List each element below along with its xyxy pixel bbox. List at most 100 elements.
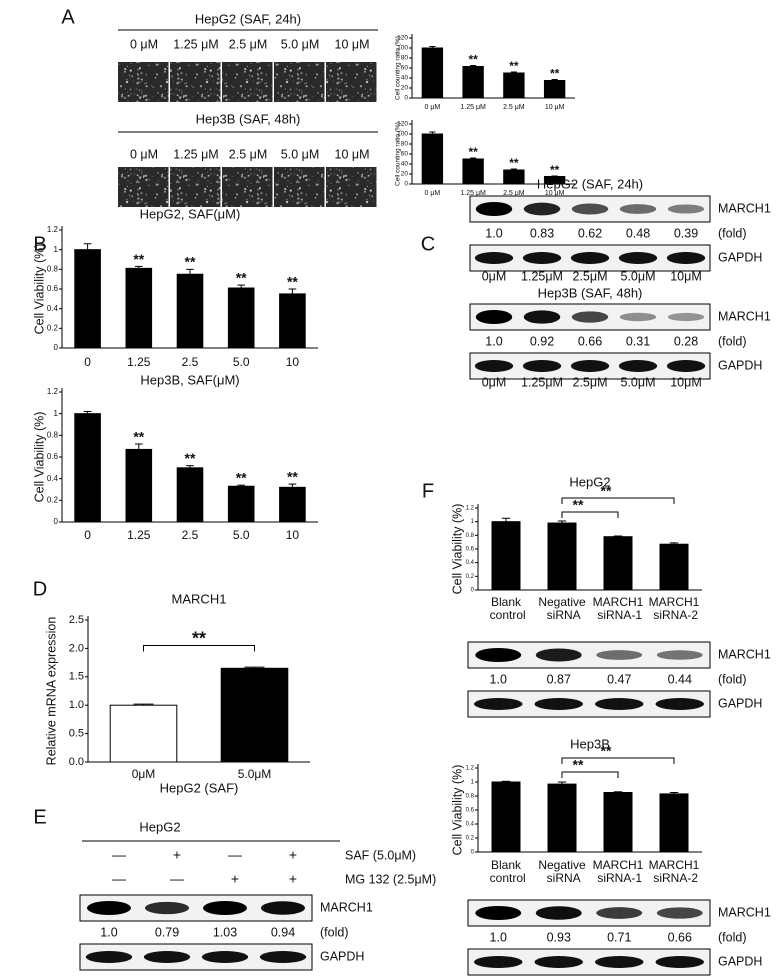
significance: ** — [133, 428, 144, 444]
lane-label: 2.5μM — [573, 375, 608, 389]
y-tick-label: 1.2 — [466, 766, 475, 772]
error-bar — [237, 484, 246, 487]
bar — [421, 133, 444, 185]
x-tick-label: 1.25 μM — [460, 190, 486, 197]
lane-label: 1.25μM — [521, 269, 563, 283]
micrograph — [326, 62, 377, 102]
band — [144, 901, 190, 915]
fold-value: 0.92 — [530, 334, 554, 348]
y-tick-label: 0.2 — [466, 574, 475, 580]
control-band — [474, 252, 514, 264]
band — [667, 312, 705, 322]
error-bar — [186, 465, 194, 468]
significance: ** — [185, 450, 196, 466]
bar — [503, 72, 525, 99]
chart-title: HepG2, SAF(μM) — [140, 206, 241, 221]
significance: ** — [287, 468, 298, 484]
significance: ** — [236, 470, 247, 486]
fold-value: 0.66 — [578, 334, 602, 348]
control-band — [666, 252, 706, 264]
label-line: control — [486, 608, 525, 622]
y-tick-label: 1 — [54, 409, 59, 418]
y-tick-label: 0 — [54, 343, 59, 352]
bar — [547, 783, 577, 853]
fold-label: (fold) — [718, 930, 746, 944]
error-bar — [557, 781, 567, 785]
chart-title: Hep3B — [570, 736, 610, 751]
fold-value: 1.0 — [100, 925, 117, 939]
treatment-sign: — — [228, 847, 242, 863]
y-tick-label: 1.0 — [69, 699, 84, 711]
y-tick-label: 0 — [404, 95, 408, 102]
lane-label: 5.0 μM — [281, 37, 319, 51]
bar — [109, 704, 178, 763]
bracket — [143, 645, 255, 652]
fold-value: 0.71 — [607, 930, 631, 944]
y-tick-label: 40 — [401, 161, 409, 168]
fold-label: (fold) — [320, 925, 348, 939]
blot-title: Hep3B (SAF, 48h) — [538, 285, 643, 300]
x-axis-label: HepG2 (SAF) — [160, 780, 239, 795]
significance: ** — [236, 269, 247, 285]
micrograph — [274, 62, 325, 102]
band — [619, 312, 657, 322]
y-tick-label: 1 — [54, 245, 59, 254]
error-bar — [613, 535, 623, 537]
y-tick-label: 1 — [471, 519, 475, 525]
band — [596, 650, 643, 660]
lane-label: 10μM — [670, 269, 702, 283]
bar — [74, 413, 101, 523]
significance: ** — [185, 254, 196, 270]
label-line: MARCH1 — [593, 858, 644, 872]
treatment-sign: + — [289, 871, 297, 887]
treatment-sign: + — [231, 871, 239, 887]
lane-label: 10 μM — [335, 37, 370, 51]
control-band — [201, 951, 249, 963]
band — [260, 901, 306, 915]
x-tick-label: 0μM — [132, 767, 156, 781]
x-tick-label: 10 — [286, 355, 300, 369]
label-line: Negative — [538, 595, 586, 609]
y-tick-label: 1.5 — [69, 671, 84, 683]
significance: ** — [287, 273, 298, 289]
label-line: Blank — [491, 858, 522, 872]
bar — [421, 47, 444, 99]
treatment-sign: + — [173, 847, 181, 863]
control-band — [522, 252, 562, 264]
band — [475, 202, 513, 216]
label-line: siRNA-2 — [650, 608, 698, 622]
control-band — [618, 360, 658, 372]
y-axis-label: Cell counting ratio (%) — [395, 36, 402, 100]
bar — [227, 287, 255, 349]
lane-label: 5.0μM — [621, 375, 656, 389]
bar — [547, 522, 577, 591]
y-tick-label: 0 — [404, 181, 408, 188]
panel-letter: D — [33, 578, 47, 600]
fold-value: 1.0 — [485, 226, 502, 240]
y-axis-label: Cell Viability (%) — [450, 504, 464, 595]
x-tick-label: 0 μM — [425, 190, 441, 197]
y-tick-label: 0.6 — [47, 452, 59, 461]
label-line: siRNA — [543, 608, 580, 622]
bar — [220, 667, 289, 763]
fold-label: (fold) — [718, 672, 746, 686]
error-bar — [83, 243, 92, 250]
error-bar — [429, 131, 436, 134]
lane-label: 1.25 μM — [173, 37, 218, 51]
x-tick-label: 2.5 μM — [503, 190, 525, 197]
bar — [176, 467, 204, 523]
x-tick-label: MARCH1 siRNA-2 — [649, 858, 700, 885]
error-bar — [551, 175, 558, 177]
y-tick-label: 0.4 — [47, 304, 59, 313]
panel-letter: C — [421, 233, 435, 255]
x-tick-label: 5.0μM — [238, 767, 272, 781]
x-tick-label: Negative siRNA — [538, 858, 586, 885]
fold-value: 0.83 — [530, 226, 554, 240]
micrograph-title: HepG2 (SAF, 24h) — [195, 11, 301, 26]
y-tick-label: 0.8 — [466, 533, 475, 539]
fold-value: 0.79 — [155, 925, 179, 939]
fold-value: 1.0 — [490, 672, 507, 686]
lane-label: 0μM — [482, 375, 507, 389]
fold-value: 0.39 — [674, 226, 698, 240]
y-axis-label: Cell Viability (%) — [450, 765, 464, 856]
